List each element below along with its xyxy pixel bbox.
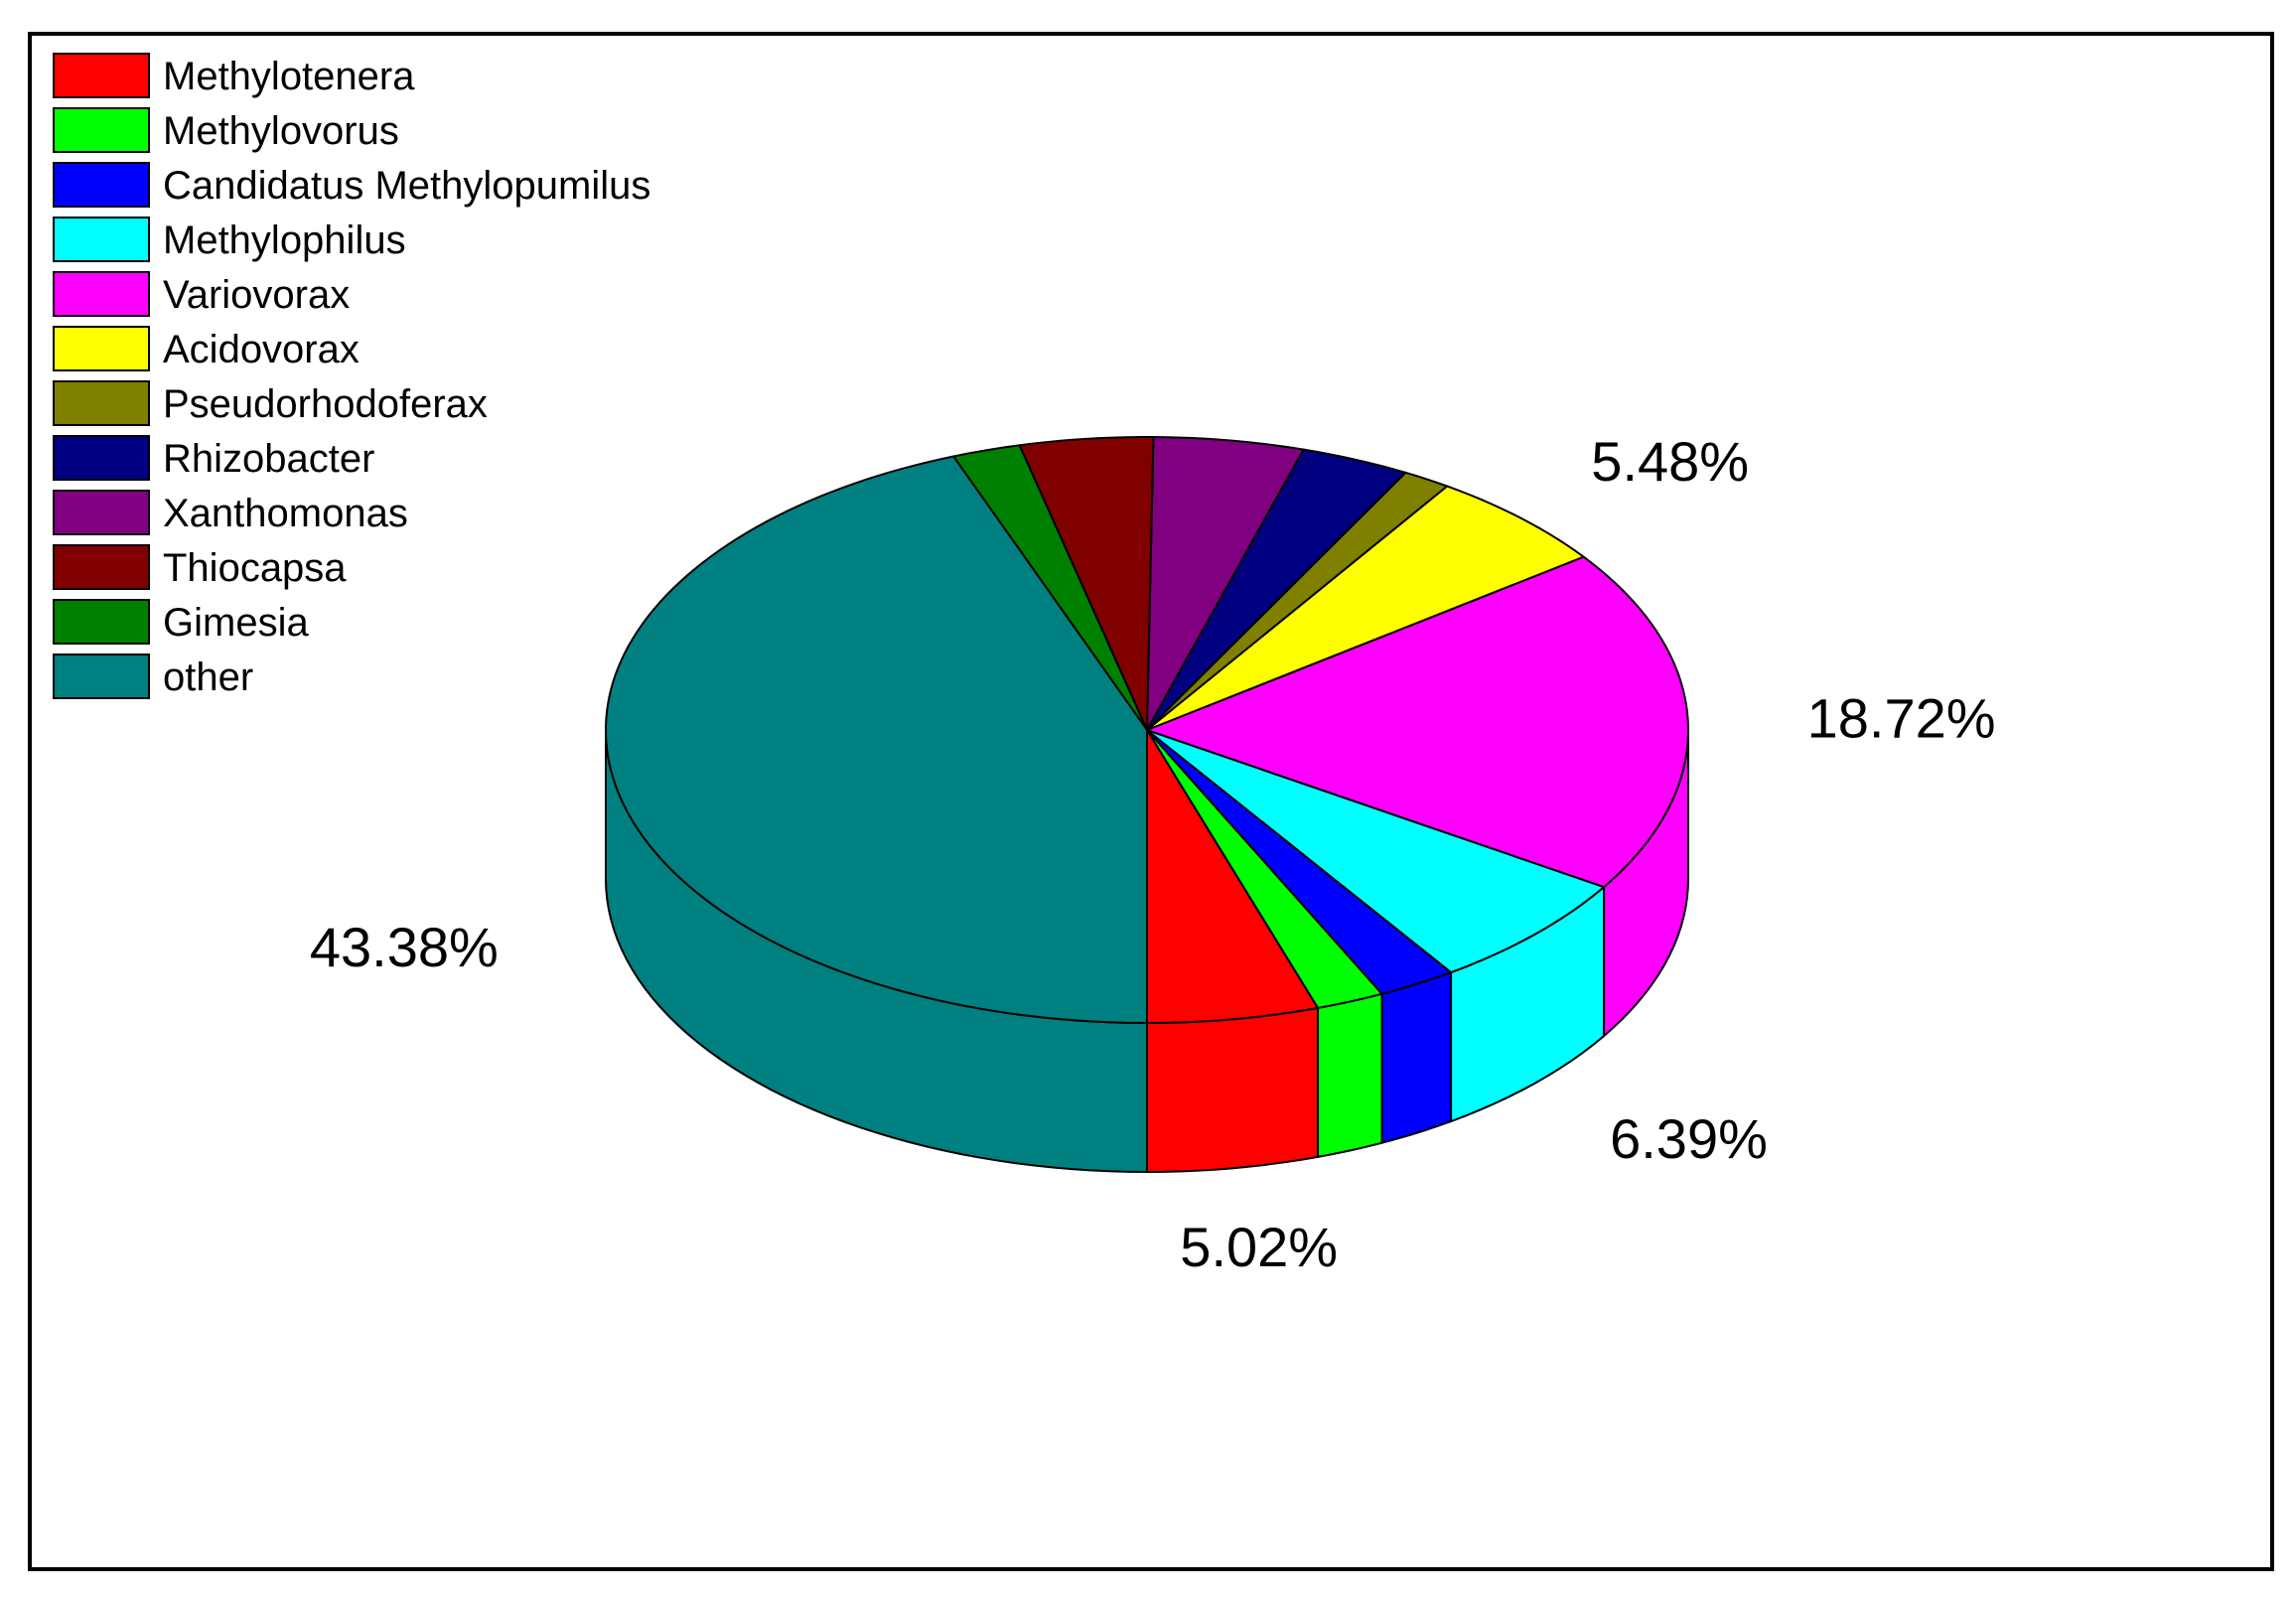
pct-label-methylotenera: 5.02% bbox=[1180, 1216, 1338, 1278]
pct-label-acidovorax: 5.48% bbox=[1591, 430, 1749, 493]
legend-label: other bbox=[163, 655, 253, 699]
legend-swatch bbox=[53, 490, 150, 535]
legend-item-other: other bbox=[53, 654, 253, 699]
legend-swatch bbox=[53, 217, 150, 262]
pie-side-methylovorus bbox=[1317, 992, 1383, 1159]
legend-item-pseudorhodoferax: Pseudorhodoferax bbox=[53, 380, 488, 426]
pie-slice-gimesia bbox=[951, 444, 1148, 731]
legend-label: Candidatus Methylopumilus bbox=[163, 164, 650, 208]
legend-item-rhizobacter: Rhizobacter bbox=[53, 435, 374, 481]
pie-slice-xanthomonas bbox=[1146, 436, 1306, 731]
pie-slice-acidovorax bbox=[1146, 485, 1586, 731]
pie-side-methylotenera bbox=[1146, 1006, 1320, 1174]
pie-slice-thiocapsa bbox=[1018, 436, 1155, 731]
pie-slice-methylophilus bbox=[1146, 729, 1607, 974]
legend-item-thiocapsa: Thiocapsa bbox=[53, 544, 347, 590]
legend-item-acidovorax: Acidovorax bbox=[53, 326, 359, 371]
pie-slice-methylotenera bbox=[1146, 726, 1320, 1025]
legend-item-variovorax: Variovorax bbox=[53, 271, 350, 317]
legend: Methylotenera Methylovorus Candidatus Meth… bbox=[53, 53, 650, 699]
legend-swatch bbox=[53, 599, 150, 645]
pct-label-other: 43.38% bbox=[310, 916, 499, 978]
pct-label-methylophilus: 6.39% bbox=[1610, 1107, 1768, 1170]
legend-label: Methylotenera bbox=[163, 55, 415, 98]
legend-label: Thiocapsa bbox=[163, 546, 347, 590]
pie-slice-rhizobacter bbox=[1146, 448, 1408, 731]
percentage-labels: 5.02% 6.39% 18.72% 5.48% 43.38% bbox=[310, 430, 1996, 1278]
pie-side-candidatus-methylopumilus bbox=[1380, 970, 1453, 1145]
legend-swatch bbox=[53, 435, 150, 481]
legend-label: Gimesia bbox=[163, 601, 309, 645]
legend-label: Xanthomonas bbox=[163, 492, 408, 535]
legend-swatch bbox=[53, 107, 150, 153]
legend-item-xanthomonas: Xanthomonas bbox=[53, 490, 408, 535]
pie-slice-methylovorus bbox=[1146, 729, 1384, 1010]
legend-swatch bbox=[53, 326, 150, 371]
pct-label-variovorax: 18.72% bbox=[1807, 687, 1996, 750]
legend-item-methylotenera: Methylotenera bbox=[53, 53, 415, 98]
legend-swatch bbox=[53, 380, 150, 426]
legend-label: Acidovorax bbox=[163, 328, 359, 371]
legend-swatch bbox=[53, 53, 150, 98]
legend-item-methylovorus: Methylovorus bbox=[53, 107, 399, 153]
legend-item-methylophilus: Methylophilus bbox=[53, 217, 406, 262]
pie-slice-variovorax bbox=[1144, 555, 1689, 889]
legend-swatch bbox=[53, 271, 150, 317]
pie-top bbox=[605, 436, 1689, 1025]
legend-label: Methylophilus bbox=[163, 218, 406, 262]
legend-swatch bbox=[53, 162, 150, 208]
pie-slice-other bbox=[605, 455, 1148, 1025]
legend-label: Methylovorus bbox=[163, 109, 399, 153]
legend-item-gimesia: Gimesia bbox=[53, 599, 309, 645]
legend-label: Pseudorhodoferax bbox=[163, 382, 488, 426]
legend-label: Rhizobacter bbox=[163, 437, 374, 481]
pie-slice-candidatus-methylopumilus bbox=[1146, 729, 1454, 995]
legend-item-candidatus-methylopumilus: Candidatus Methylopumilus bbox=[53, 162, 650, 208]
legend-label: Variovorax bbox=[163, 273, 350, 317]
legend-swatch bbox=[53, 544, 150, 590]
pie-sides bbox=[605, 729, 1689, 1174]
legend-swatch bbox=[53, 654, 150, 699]
